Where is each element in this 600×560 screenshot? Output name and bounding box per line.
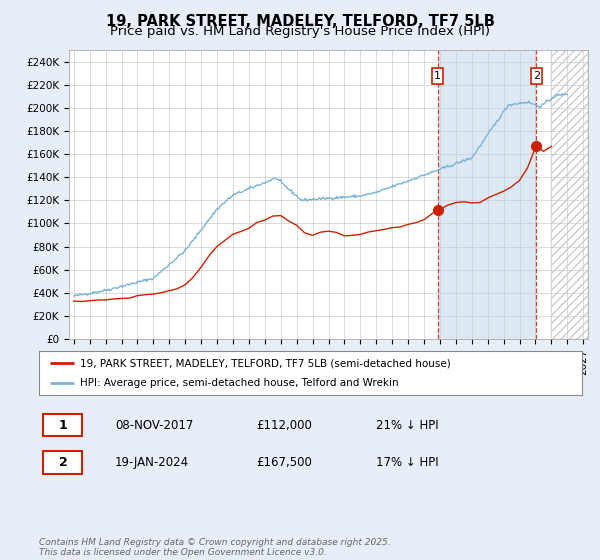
Bar xyxy=(551,50,588,339)
Text: 2: 2 xyxy=(59,456,67,469)
FancyBboxPatch shape xyxy=(530,68,542,84)
Text: 19-JAN-2024: 19-JAN-2024 xyxy=(115,456,189,469)
Text: £112,000: £112,000 xyxy=(256,418,312,432)
Text: 19, PARK STREET, MADELEY, TELFORD, TF7 5LB (semi-detached house): 19, PARK STREET, MADELEY, TELFORD, TF7 5… xyxy=(80,358,451,368)
Bar xyxy=(437,50,536,339)
Text: £167,500: £167,500 xyxy=(256,456,312,469)
Text: Contains HM Land Registry data © Crown copyright and database right 2025.
This d: Contains HM Land Registry data © Crown c… xyxy=(39,538,391,557)
Text: 1: 1 xyxy=(434,71,441,81)
FancyBboxPatch shape xyxy=(43,451,82,474)
Text: 08-NOV-2017: 08-NOV-2017 xyxy=(115,418,193,432)
FancyBboxPatch shape xyxy=(432,68,443,84)
Text: HPI: Average price, semi-detached house, Telford and Wrekin: HPI: Average price, semi-detached house,… xyxy=(80,379,398,389)
Text: 21% ↓ HPI: 21% ↓ HPI xyxy=(376,418,438,432)
Bar xyxy=(551,50,588,339)
Text: 1: 1 xyxy=(59,418,67,432)
Text: 2: 2 xyxy=(533,71,540,81)
Text: Price paid vs. HM Land Registry's House Price Index (HPI): Price paid vs. HM Land Registry's House … xyxy=(110,25,490,38)
Text: 19, PARK STREET, MADELEY, TELFORD, TF7 5LB: 19, PARK STREET, MADELEY, TELFORD, TF7 5… xyxy=(106,14,494,29)
FancyBboxPatch shape xyxy=(43,414,82,436)
Text: 17% ↓ HPI: 17% ↓ HPI xyxy=(376,456,438,469)
